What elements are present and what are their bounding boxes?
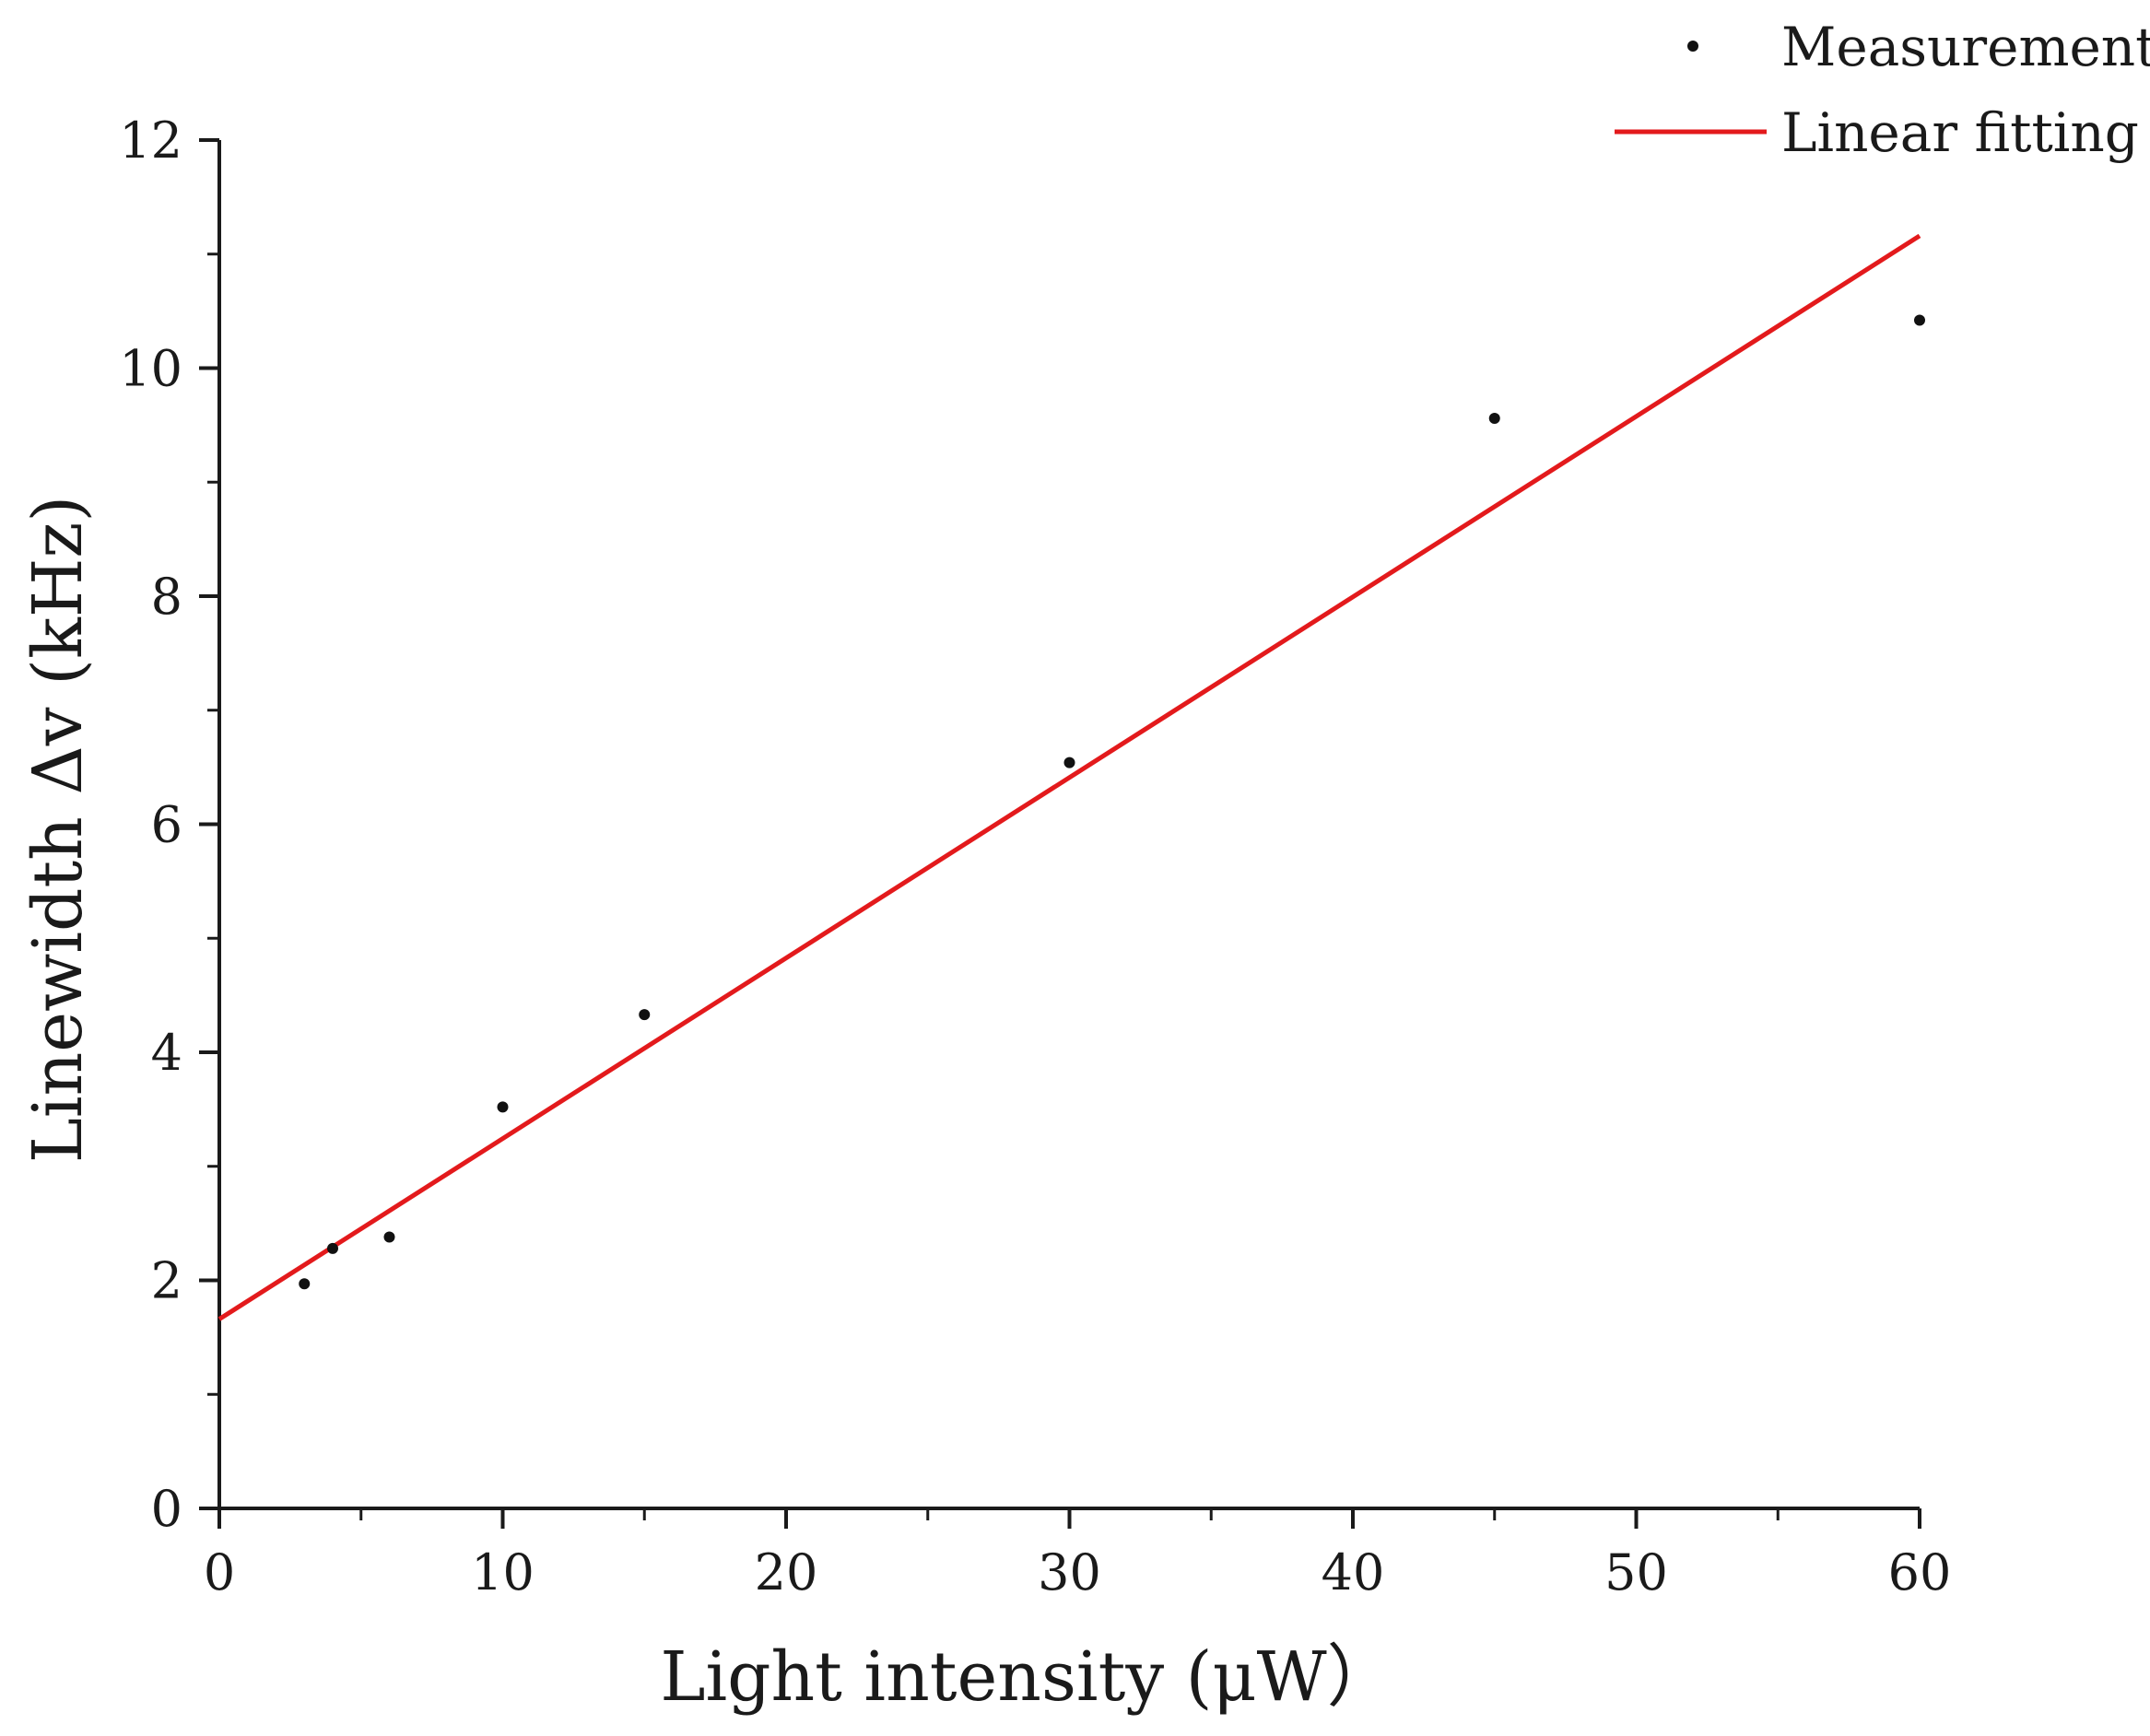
- y-tick-label-4: 4: [151, 1024, 182, 1082]
- plot-area: 0 10 20 30 40 50 60 0 2 4 6 8 10 12: [119, 111, 1951, 1601]
- data-point-1: [299, 1278, 311, 1290]
- x-tick-label-60: 60: [1888, 1543, 1952, 1601]
- data-point-3: [383, 1231, 395, 1243]
- x-tick-label-20: 20: [755, 1543, 818, 1601]
- x-tick-label-50: 50: [1604, 1543, 1668, 1601]
- data-point-5: [639, 1009, 651, 1021]
- y-axis-title: Linewidth Δv (kHz): [18, 496, 98, 1163]
- x-tick-label-10: 10: [471, 1543, 535, 1601]
- data-point-7: [1488, 412, 1500, 424]
- x-axis-title: Light intensity (μW）: [660, 1637, 1394, 1717]
- x-tick-label-40: 40: [1322, 1543, 1385, 1601]
- data-point-6: [1063, 757, 1075, 768]
- y-tick-label-8: 8: [151, 568, 182, 626]
- legend-label-linear-fitting: Linear fitting: [1781, 101, 2139, 164]
- data-point-4: [497, 1101, 509, 1113]
- fit-line: [217, 233, 1921, 1321]
- legend-marker-measurement: [1687, 41, 1698, 52]
- data-point-8: [1914, 314, 1925, 326]
- data-point-2: [327, 1242, 338, 1254]
- y-tick-label-0: 0: [151, 1480, 182, 1538]
- y-tick-label-2: 2: [151, 1252, 182, 1310]
- y-tick-label-6: 6: [151, 796, 182, 854]
- y-tick-label-10: 10: [119, 340, 182, 398]
- legend-label-measurement: Measurement: [1781, 16, 2150, 78]
- x-tick-label-0: 0: [204, 1543, 235, 1601]
- x-tick-label-30: 30: [1038, 1543, 1101, 1601]
- legend: Measurement Linear fitting: [1615, 16, 2150, 164]
- y-tick-label-12: 12: [119, 111, 182, 170]
